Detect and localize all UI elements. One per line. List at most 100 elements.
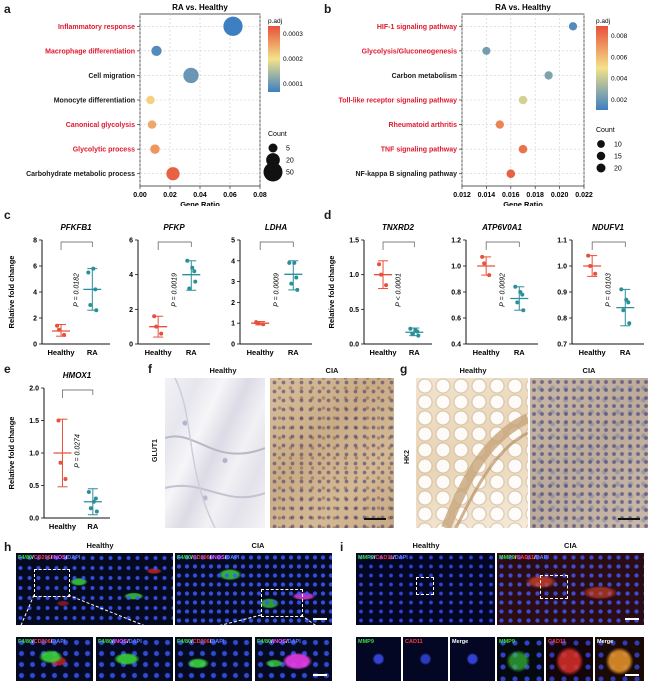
a-colorbar	[268, 26, 280, 92]
h-z2-dapi: DAPI	[128, 639, 142, 645]
d1-point	[413, 328, 418, 333]
h-col-label-cia: CIA	[251, 541, 265, 550]
b-xtick-label: 0.016	[502, 192, 520, 199]
h-z3-cd206: CD206	[192, 639, 210, 645]
a-category-label: Inflammatory response	[58, 24, 135, 31]
a-size-label: 20	[286, 158, 294, 165]
a-dot	[223, 16, 243, 36]
d3-point	[586, 253, 591, 258]
i-cia-label-dapi: DAPI	[535, 555, 549, 561]
d3-ytick-label: 1.0	[557, 264, 567, 271]
c1-xtick-label: Healthy	[47, 348, 75, 357]
a-colorbar-tick: 0.0002	[283, 56, 303, 63]
i-healthy-zoom-cad11: CAD11	[403, 637, 448, 681]
a-size-label: 5	[286, 146, 290, 153]
e-point	[88, 506, 93, 511]
b-dot	[544, 71, 553, 80]
c3-ytick-label: 4	[231, 258, 235, 265]
a-dot	[147, 120, 157, 129]
e-ytick-label: 0.0	[29, 516, 39, 523]
a-category-label: Canonical glycolysis	[66, 122, 135, 129]
e-bracket	[62, 389, 94, 398]
c3-ytick-label: 5	[231, 238, 235, 245]
i-cia-zoom-cad11: CAD11	[546, 637, 593, 681]
b-colorbar-tick: 0.002	[611, 97, 628, 104]
e-point	[86, 490, 91, 494]
i-z2-label: CAD11	[405, 639, 423, 645]
c1-point	[55, 323, 60, 328]
c3-bracket	[259, 241, 294, 250]
d1-ytick-label: 0.0	[349, 342, 359, 349]
a-xtick-label: 0.08	[253, 192, 267, 199]
d1-pvalue: P < 0.0001	[396, 273, 403, 307]
h-label-dapi: DAPI	[67, 555, 81, 561]
a-dot	[183, 67, 199, 84]
d2-point	[515, 300, 520, 305]
qpcr-plot-tnxrd2: TNXRD2 Relative fold change 0.0 0.5 1.0 1.5 He…	[327, 223, 432, 357]
i-z5-label: CAD11	[548, 639, 566, 645]
panel-letter-h: h	[4, 540, 12, 554]
c2-point	[154, 324, 159, 329]
c2-xtick-label: RA	[186, 348, 197, 357]
c2-point	[159, 331, 164, 336]
i-z3-label: Merge	[452, 639, 469, 645]
c3-xtick-label: RA	[288, 348, 299, 357]
c1-point	[91, 266, 96, 271]
h-zoom-scale-bar	[313, 674, 327, 676]
b-xtick-label: 0.022	[575, 192, 593, 199]
c3-point	[294, 275, 299, 280]
e-point	[93, 496, 98, 501]
a-category-label: Cell migration	[88, 73, 135, 80]
c3-point	[261, 322, 266, 327]
c3-ytick-label: 2	[231, 300, 235, 307]
h-cia-image: F4/80/CD206/iNOS/DAPI	[175, 553, 332, 625]
c1-point	[93, 287, 98, 292]
panel-letter-d: d	[324, 208, 332, 222]
d2-point	[487, 273, 492, 278]
b-dot	[568, 22, 578, 31]
c2-point	[190, 265, 195, 270]
h-healthy-image: F4/80/CD206/iNOS/DAPI	[16, 553, 173, 625]
d3-ytick-label: 0.7	[557, 342, 567, 349]
b-colorbar	[596, 26, 608, 110]
d3-point	[593, 271, 598, 276]
d2-xtick-label: RA	[514, 348, 525, 357]
b-size-label: 15	[614, 154, 622, 161]
f-scale-bar	[364, 518, 386, 520]
i-z4-label: MMP9	[499, 639, 515, 645]
d1-ytick-label: 1.0	[349, 272, 359, 279]
c3-ytick-label: 3	[231, 279, 235, 286]
d2-bracket	[485, 241, 520, 250]
b-size-dot	[597, 140, 605, 148]
c3-pvalue: P = 0.0009	[274, 273, 281, 307]
panel-letter-b: b	[324, 2, 332, 16]
h-z3-dapi: DAPI	[211, 639, 225, 645]
panel-letter-a: a	[4, 2, 11, 16]
b-xtick-label: 0.018	[526, 192, 544, 199]
c1-ytick-label: 8	[33, 238, 37, 245]
d3-bracket	[591, 241, 626, 250]
d1-title: TNXRD2	[382, 223, 415, 232]
a-colorbar-tick: 0.0003	[283, 31, 303, 38]
c3-point	[292, 260, 297, 265]
i-z6-label: Merge	[597, 639, 614, 645]
qpcr-plot-pfkfb1: PFKFB1 Relative fold change 0 2 4 6 8 Healthy RA…	[7, 223, 110, 357]
a-colorbar-title: p.adj	[268, 18, 282, 25]
i-cia-zoom-mmp9: MMP9	[497, 637, 544, 681]
h-healthy-zoom-2: F4/80/iNOS/DAPI	[96, 637, 173, 681]
a-dot	[150, 144, 160, 154]
a-size-dot	[268, 143, 278, 153]
c3-point	[256, 321, 261, 326]
a-dot	[146, 95, 155, 105]
c1-ylabel: Relative fold change	[7, 256, 16, 329]
d3-ytick-label: 0.9	[557, 290, 567, 297]
h-label-inos: iNOS	[52, 555, 66, 561]
e-ytick-label: 0.5	[29, 483, 39, 490]
d3-pvalue: P = 0.0103	[606, 273, 613, 307]
a-xtick-label: 0.04	[193, 192, 207, 199]
i-cia-label-mmp9: MMP9	[499, 555, 515, 561]
c1-ytick-label: 4	[33, 290, 37, 297]
b-size-label: 20	[614, 166, 622, 173]
h-label-cd206: CD206	[33, 555, 51, 561]
c3-ytick-label: 0	[231, 342, 235, 349]
